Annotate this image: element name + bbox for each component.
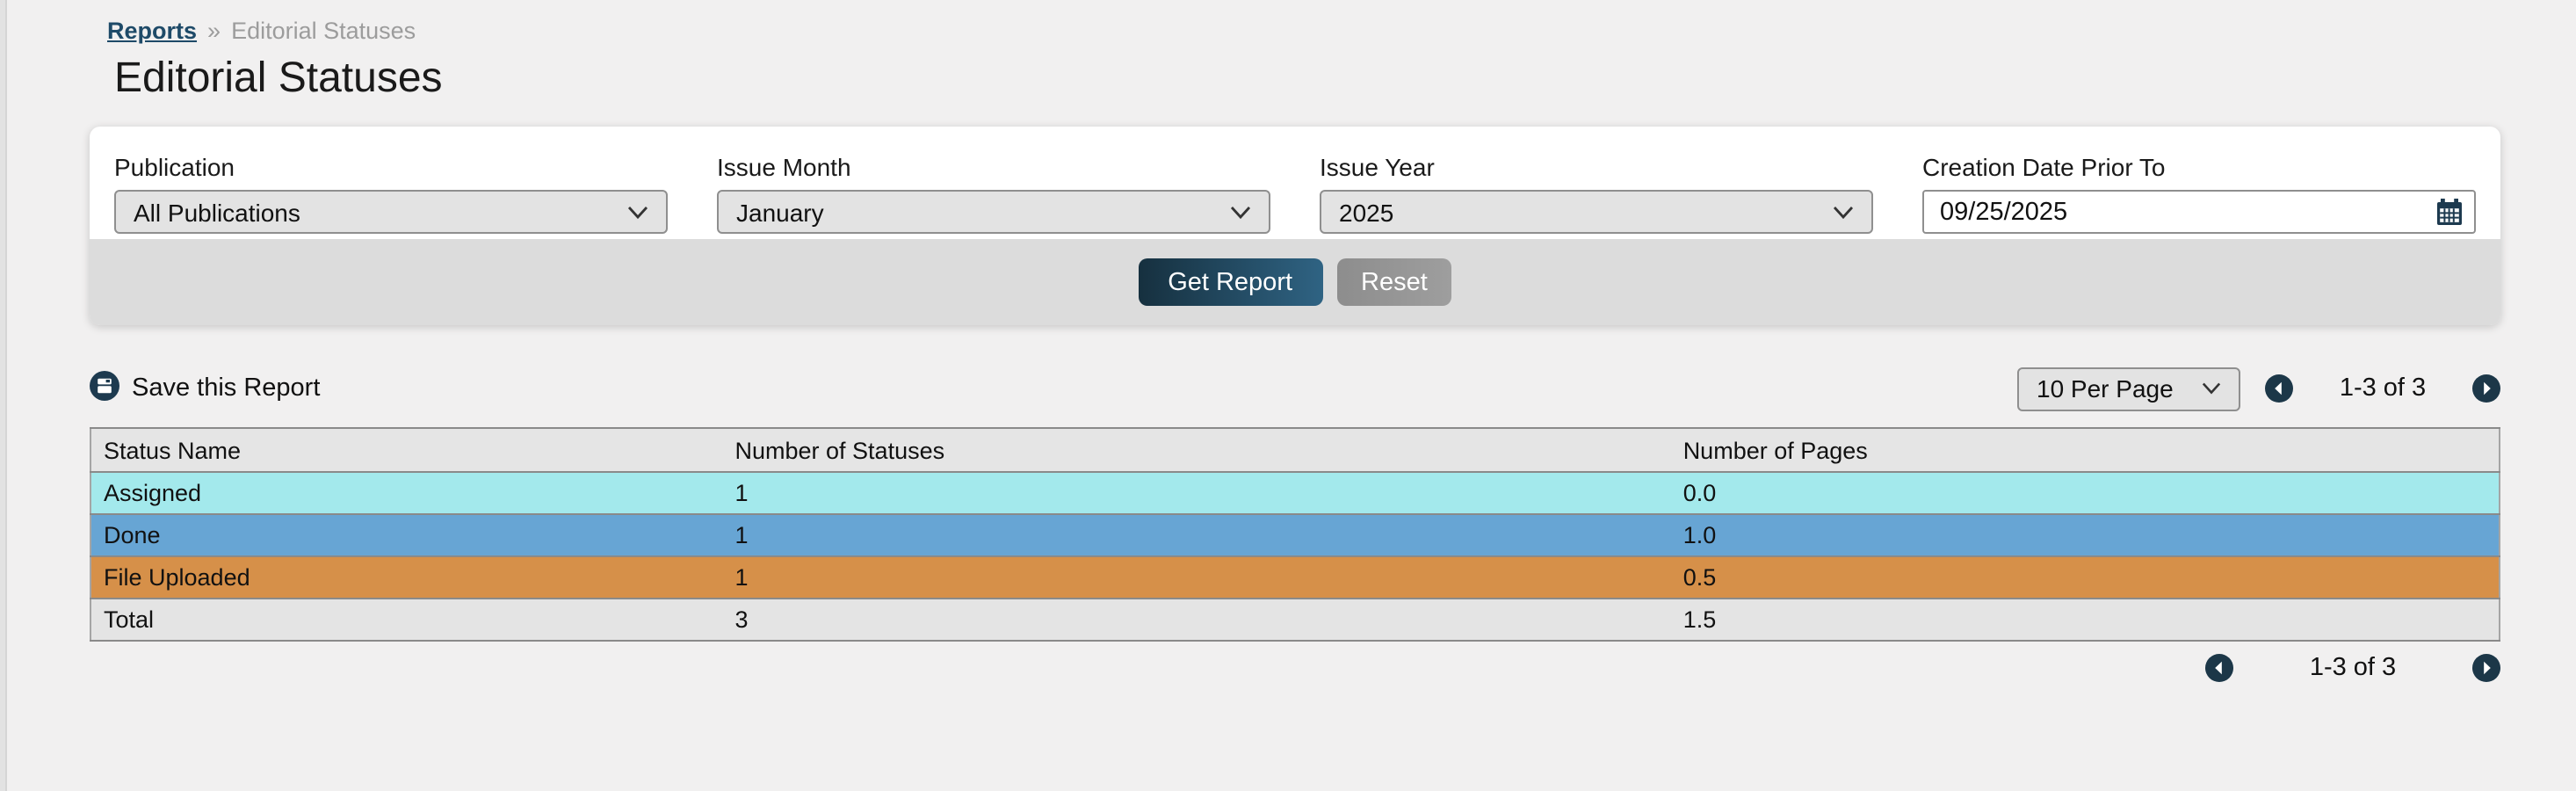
- publication-select[interactable]: All Publications: [114, 190, 668, 234]
- filter-panel: Publication All Publications Issue Month…: [90, 127, 2500, 325]
- column-header-number-of-statuses: Number of Statuses: [722, 427, 1671, 472]
- cell-status-name: Assigned: [90, 471, 723, 514]
- breadcrumb: Reports » Editorial Statuses: [107, 18, 416, 44]
- per-page-select[interactable]: 10 Per Page: [2017, 366, 2240, 410]
- save-icon: [90, 370, 119, 407]
- cell-status-name: File Uploaded: [90, 555, 723, 599]
- chevron-down-icon: [1230, 205, 1251, 219]
- prev-page-button[interactable]: [2265, 374, 2293, 403]
- cell-number-of-statuses: 1: [722, 471, 1671, 514]
- table-row-assigned: Assigned 1 0.0: [90, 471, 2500, 514]
- creation-date-field: Creation Date Prior To: [1922, 153, 2476, 234]
- issue-year-selected-value: 2025: [1339, 198, 1394, 226]
- creation-date-input[interactable]: [1922, 190, 2476, 234]
- table-row-done: Done 1 1.0: [90, 513, 2500, 556]
- pagination-range: 1-3 of 3: [2339, 374, 2427, 403]
- cell-number-of-statuses: 1: [722, 513, 1671, 556]
- save-report-label: Save this Report: [132, 374, 321, 403]
- chevron-down-icon: [627, 205, 648, 219]
- get-report-button[interactable]: Get Report: [1138, 258, 1323, 306]
- prev-page-icon: [2205, 654, 2233, 682]
- pagination-top: 10 Per Page 1-3 of 3: [2017, 366, 2500, 410]
- publication-label: Publication: [114, 153, 235, 181]
- cell-number-of-statuses: 1: [722, 555, 1671, 599]
- issue-month-select[interactable]: January: [717, 190, 1270, 234]
- issue-year-label: Issue Year: [1320, 153, 1435, 181]
- cell-number-of-statuses: 3: [722, 598, 1671, 641]
- table-row-total: Total 3 1.5: [90, 598, 2500, 641]
- reset-button[interactable]: Reset: [1336, 258, 1452, 306]
- save-report-link[interactable]: Save this Report: [90, 370, 320, 407]
- calendar-icon[interactable]: [2435, 197, 2464, 236]
- next-page-button[interactable]: [2471, 654, 2500, 682]
- column-header-status-name: Status Name: [90, 427, 723, 472]
- pagination-range: 1-3 of 3: [2309, 654, 2397, 682]
- chevron-down-icon: [2202, 381, 2221, 396]
- filter-actions-bar: Get Report Reset: [90, 239, 2500, 325]
- next-page-icon: [2471, 654, 2500, 682]
- table-row-file-uploaded: File Uploaded 1 0.5: [90, 555, 2500, 599]
- prev-page-icon: [2265, 374, 2293, 403]
- issue-year-field: Issue Year 2025: [1320, 153, 1873, 234]
- cell-number-of-pages: 1.0: [1670, 513, 2500, 556]
- cell-number-of-pages: 0.5: [1670, 555, 2500, 599]
- cell-number-of-pages: 1.5: [1670, 598, 2500, 641]
- publication-selected-value: All Publications: [134, 198, 300, 226]
- cell-status-name: Total: [90, 598, 723, 641]
- cell-status-name: Done: [90, 513, 723, 556]
- cell-number-of-pages: 0.0: [1670, 471, 2500, 514]
- breadcrumb-current: Editorial Statuses: [231, 18, 416, 44]
- breadcrumb-reports-link[interactable]: Reports: [107, 18, 198, 44]
- prev-page-button[interactable]: [2205, 654, 2233, 682]
- report-table: Status Name Number of Statuses Number of…: [90, 427, 2500, 642]
- next-page-button[interactable]: [2472, 374, 2500, 403]
- left-edge-strip: [0, 0, 7, 791]
- publication-field: Publication All Publications: [114, 153, 668, 234]
- page-title: Editorial Statuses: [114, 54, 443, 102]
- issue-month-field: Issue Month January: [717, 153, 1270, 234]
- breadcrumb-separator: »: [207, 18, 221, 44]
- filter-fields: Publication All Publications Issue Month…: [90, 127, 2500, 234]
- report-toolbar: Save this Report 10 Per Page 1-3 of 3: [90, 362, 2500, 415]
- table-header-row: Status Name Number of Statuses Number of…: [90, 427, 2500, 472]
- issue-month-selected-value: January: [736, 198, 824, 226]
- column-header-number-of-pages: Number of Pages: [1670, 427, 2500, 472]
- per-page-selected-value: 10 Per Page: [2037, 374, 2174, 403]
- next-page-icon: [2472, 374, 2500, 403]
- creation-date-label: Creation Date Prior To: [1922, 153, 2166, 181]
- issue-year-select[interactable]: 2025: [1320, 190, 1873, 234]
- issue-month-label: Issue Month: [717, 153, 851, 181]
- chevron-down-icon: [1833, 205, 1854, 219]
- pagination-bottom: 1-3 of 3: [2205, 654, 2500, 682]
